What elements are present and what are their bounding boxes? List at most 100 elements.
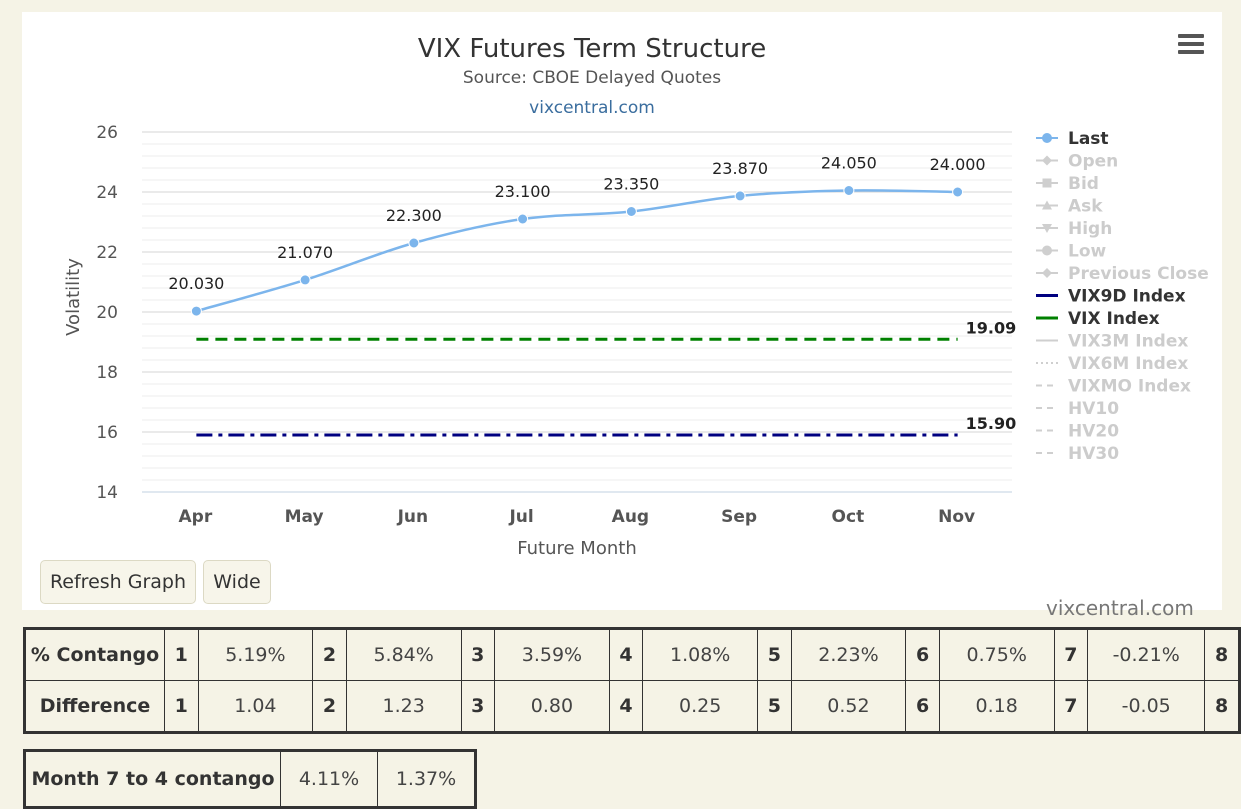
x-tick-label: Jun bbox=[397, 507, 429, 527]
legend-marker bbox=[1042, 200, 1052, 210]
legend-marker bbox=[1042, 245, 1052, 256]
data-label: 20.030 bbox=[168, 274, 224, 293]
table-row: Difference 1 1.04 2 1.23 3 0.80 4 0.25 5 0.52 6 0.18… bbox=[24, 680, 1240, 733]
data-point bbox=[190, 305, 202, 317]
month-index-cell: 1 bbox=[164, 628, 199, 681]
legend-marker bbox=[1042, 178, 1052, 188]
legend-item: HV30 bbox=[1068, 444, 1119, 464]
x-tick-label: Oct bbox=[832, 507, 865, 527]
month-index-cell: 7 bbox=[1053, 628, 1089, 681]
table-cell: 1.08% bbox=[642, 628, 759, 681]
x-tick-label: Nov bbox=[938, 507, 975, 527]
x-tick-label: Apr bbox=[179, 507, 213, 527]
table-cell: 0.80 bbox=[494, 680, 610, 733]
y-tick-label: 18 bbox=[96, 363, 118, 383]
data-label: 24.000 bbox=[930, 155, 986, 174]
table-cell: -0.21% bbox=[1087, 628, 1206, 681]
data-point bbox=[299, 274, 311, 286]
legend-marker bbox=[1042, 268, 1052, 278]
y-tick-label: 22 bbox=[96, 243, 118, 263]
legend-item: Ask bbox=[1068, 197, 1103, 217]
data-label: 22.300 bbox=[386, 206, 442, 225]
y-tick-label: 16 bbox=[96, 423, 118, 443]
month-index-cell: 6 bbox=[905, 680, 940, 733]
legend-item: Open bbox=[1068, 152, 1118, 172]
table-cell: 1.37% bbox=[377, 750, 476, 808]
data-point bbox=[843, 185, 855, 196]
month-index-cell: 2 bbox=[312, 680, 347, 733]
table-cell: 3.59% bbox=[494, 628, 610, 681]
x-tick-label: Sep bbox=[721, 507, 757, 527]
hamburger-menu-icon[interactable] bbox=[1178, 34, 1204, 54]
legend-item: Low bbox=[1068, 242, 1107, 262]
refresh-graph-button[interactable]: Refresh Graph bbox=[40, 560, 196, 604]
table-cell: 1.23 bbox=[345, 680, 462, 733]
row-header: Month 7 to 4 contango bbox=[24, 750, 281, 808]
month-index-cell: 4 bbox=[608, 680, 644, 733]
x-tick-label: Aug bbox=[612, 507, 649, 527]
data-label: 21.070 bbox=[277, 243, 333, 262]
data-point bbox=[952, 186, 964, 198]
y-tick-label: 14 bbox=[96, 483, 118, 503]
legend-marker bbox=[1042, 155, 1052, 166]
month-contango-table: Month 7 to 4 contango 4.11% 1.37% bbox=[23, 749, 477, 809]
month-index-cell: 6 bbox=[905, 628, 940, 681]
table-cell: 5.84% bbox=[345, 628, 462, 681]
series-end-label: 15.90 bbox=[966, 414, 1017, 433]
table-cell: 0.18 bbox=[938, 680, 1055, 733]
row-header: Difference bbox=[24, 680, 165, 733]
chart-title: VIX Futures Term Structure bbox=[417, 34, 767, 64]
chart-subtitle: Source: CBOE Delayed Quotes bbox=[462, 68, 722, 88]
legend-marker bbox=[1042, 133, 1052, 143]
month-index-cell: 3 bbox=[460, 680, 496, 733]
series-end-label: 19.09 bbox=[966, 318, 1017, 337]
month-index-cell: 8 bbox=[1204, 680, 1240, 733]
legend-item: VIX6M Index bbox=[1068, 354, 1188, 374]
month-index-cell: 7 bbox=[1053, 680, 1089, 733]
legend-item: VIX9D Index bbox=[1068, 287, 1186, 307]
y-tick-label: 26 bbox=[96, 123, 118, 143]
data-label: 24.050 bbox=[821, 154, 877, 173]
table-cell: 2.23% bbox=[790, 628, 907, 681]
data-point bbox=[625, 206, 637, 217]
site-link[interactable]: vixcentral.com bbox=[529, 98, 655, 118]
data-point bbox=[734, 190, 746, 202]
data-label: 23.870 bbox=[712, 159, 768, 178]
contango-table: % Contango 1 5.19% 2 5.84% 3 3.59% 4 1.08% 5 2.23%… bbox=[23, 627, 1241, 734]
legend-item: Previous Close bbox=[1068, 264, 1209, 284]
table-cell: 1.04 bbox=[197, 680, 314, 733]
legend-item: HV20 bbox=[1068, 422, 1119, 442]
month-index-cell: 5 bbox=[757, 628, 792, 681]
table-cell: 0.52 bbox=[790, 680, 907, 733]
month-index-cell: 4 bbox=[608, 628, 644, 681]
table-cell: -0.05 bbox=[1087, 680, 1206, 733]
table-cell: 0.25 bbox=[642, 680, 759, 733]
wide-button[interactable]: Wide bbox=[203, 560, 271, 604]
legend-item: Bid bbox=[1068, 174, 1099, 194]
y-axis-title: Volatility bbox=[63, 258, 84, 336]
data-label: 23.100 bbox=[495, 182, 551, 201]
table-row: % Contango 1 5.19% 2 5.84% 3 3.59% 4 1.08% 5 2.23%… bbox=[24, 628, 1240, 681]
legend-item: VIX Index bbox=[1068, 309, 1160, 329]
data-label: 23.350 bbox=[603, 175, 659, 194]
table-cell: 0.75% bbox=[938, 628, 1055, 681]
table-row: Month 7 to 4 contango 4.11% 1.37% bbox=[24, 750, 476, 808]
chart-panel: 14 16 18 20 22 24 26 Apr May Jun Jul Aug Sep Oct Nov Fu… bbox=[22, 12, 1222, 620]
month-index-cell: 8 bbox=[1204, 628, 1240, 681]
data-point bbox=[408, 237, 420, 249]
row-header: % Contango bbox=[24, 628, 165, 681]
month-index-cell: 5 bbox=[757, 680, 792, 733]
legend-item: VIX3M Index bbox=[1068, 332, 1188, 352]
legend-item: Last bbox=[1068, 129, 1109, 149]
x-axis-title: Future Month bbox=[517, 538, 636, 559]
watermark: vixcentral.com bbox=[1046, 596, 1194, 620]
table-cell: 5.19% bbox=[197, 628, 314, 681]
data-point bbox=[517, 213, 529, 225]
x-tick-label: Jul bbox=[508, 507, 533, 527]
month-index-cell: 3 bbox=[460, 628, 496, 681]
y-tick-label: 20 bbox=[96, 303, 118, 323]
y-tick-label: 24 bbox=[96, 183, 118, 203]
x-tick-label: May bbox=[285, 507, 324, 527]
table-cell: 4.11% bbox=[280, 750, 378, 808]
legend-item: High bbox=[1068, 219, 1112, 239]
